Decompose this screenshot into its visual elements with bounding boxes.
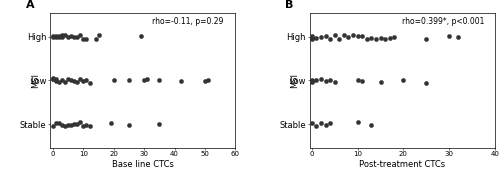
Text: rho=0.399*, p<0.001: rho=0.399*, p<0.001 xyxy=(402,17,484,26)
Text: MSI: MSI xyxy=(290,73,299,88)
Text: MSI: MSI xyxy=(30,73,40,88)
Text: rho=-0.11, p=0.29: rho=-0.11, p=0.29 xyxy=(152,17,224,26)
X-axis label: Post-treatment CTCs: Post-treatment CTCs xyxy=(359,160,446,169)
Text: B: B xyxy=(286,0,294,10)
Text: A: A xyxy=(26,0,34,10)
X-axis label: Base line CTCs: Base line CTCs xyxy=(112,160,174,169)
